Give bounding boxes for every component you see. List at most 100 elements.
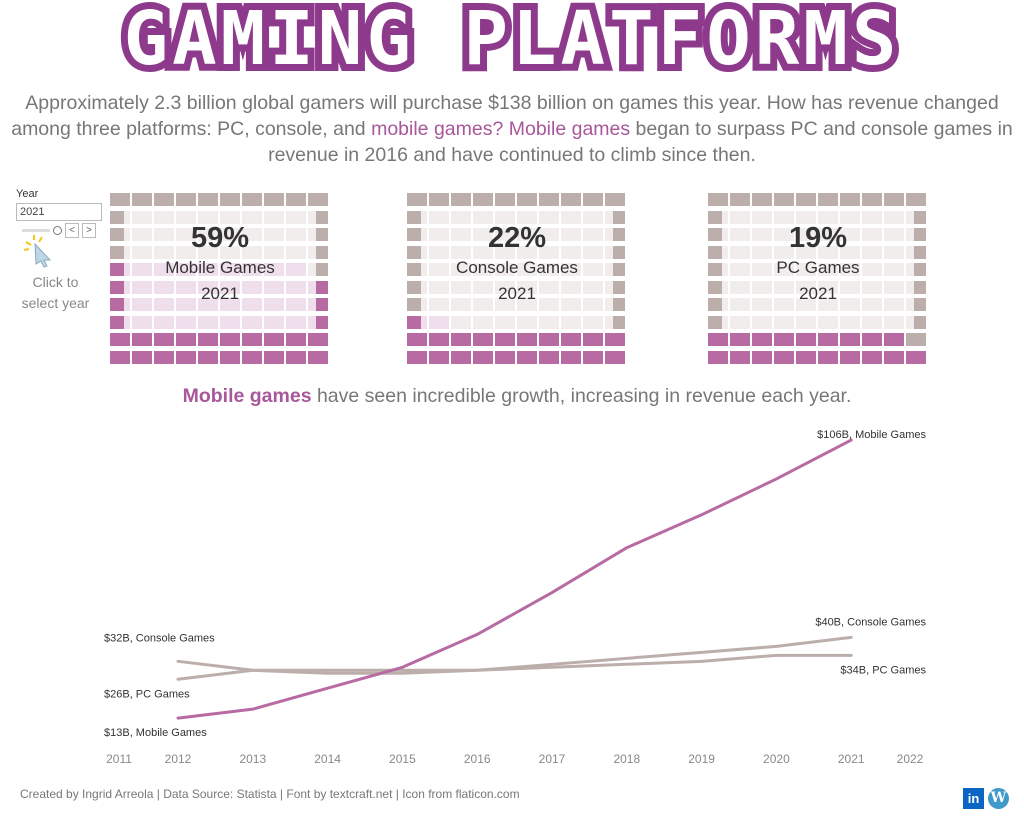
waffle-cell <box>517 333 537 346</box>
waffle-cell <box>451 333 471 346</box>
waffle-cell <box>840 333 860 346</box>
waffle-label-backdrop <box>722 211 914 333</box>
waffle-cell <box>818 193 838 206</box>
waffle-cell <box>862 333 882 346</box>
waffle-cell <box>451 193 471 206</box>
waffle-cell <box>473 333 493 346</box>
start-data-label: $13B, Mobile Games <box>104 727 207 739</box>
waffle-year: 2021 <box>799 284 837 303</box>
waffle-cell <box>561 193 581 206</box>
waffle-cell <box>220 350 240 364</box>
wordpress-icon[interactable]: W <box>988 788 1009 809</box>
waffle-cell <box>561 350 581 364</box>
waffle-cell <box>818 333 838 346</box>
waffle-cell <box>840 193 860 206</box>
waffle-cell <box>884 350 904 364</box>
series-line-mobile-games <box>176 438 853 720</box>
x-tick-label: 2013 <box>239 752 266 766</box>
waffle-cell <box>495 333 515 346</box>
waffle-cell <box>132 350 152 364</box>
waffle-category: Console Games <box>456 258 578 277</box>
waffle-mobile-games: 59% Mobile Games 2021 <box>110 193 330 365</box>
waffle-cell <box>818 350 838 364</box>
waffle-year: 2021 <box>498 284 536 303</box>
waffle-cell <box>906 193 926 206</box>
waffle-cell <box>539 193 559 206</box>
end-data-label: $106B, Mobile Games <box>817 429 926 441</box>
waffle-cell <box>906 333 926 346</box>
waffle-cell <box>407 350 427 364</box>
waffle-cell <box>286 333 306 346</box>
waffle-cell <box>517 193 537 206</box>
waffle-cell <box>752 333 772 346</box>
select-year-hint: Click to select year <box>21 274 90 311</box>
waffle-cell <box>517 350 537 364</box>
intro-part: Approximately 2.3 billion global gamers … <box>11 92 999 140</box>
start-data-label: $32B, Console Games <box>104 632 215 644</box>
next-year-button[interactable]: > <box>82 223 96 238</box>
waffle-cell <box>308 350 328 364</box>
waffle-pc-games: 19% PC Games 2021 <box>708 193 928 365</box>
waffle-cell <box>840 350 860 364</box>
waffle-cell <box>539 350 559 364</box>
waffle-cell <box>242 333 262 346</box>
waffle-cell <box>605 350 625 364</box>
waffle-cell <box>708 193 728 206</box>
waffle-category: Mobile Games <box>165 258 275 277</box>
waffle-cell <box>110 350 130 364</box>
waffle-cell <box>176 193 196 206</box>
waffle-cell <box>862 193 882 206</box>
title-text: GAMING PLATFORMS <box>124 0 901 80</box>
waffle-cell <box>308 333 328 346</box>
waffle-year: 2021 <box>201 284 239 303</box>
waffle-cell <box>583 350 603 364</box>
waffle-label: 19% PC Games 2021 <box>708 221 928 307</box>
waffle-cell <box>220 333 240 346</box>
intro-part: began to surpass PC and console games in… <box>268 118 1013 166</box>
intro-text: Approximately 2.3 billion global gamers … <box>10 90 1014 168</box>
waffle-cell <box>132 333 152 346</box>
subhead-highlight: Mobile games <box>182 385 312 407</box>
linkedin-icon[interactable]: in <box>963 788 984 809</box>
waffle-label: 59% Mobile Games 2021 <box>110 221 330 307</box>
end-data-label: $34B, PC Games <box>840 664 926 676</box>
year-slider[interactable] <box>22 229 50 232</box>
year-input[interactable] <box>16 203 102 221</box>
waffle-cell <box>110 333 130 346</box>
x-tick-label: 2014 <box>314 752 341 766</box>
x-tick-label: 2012 <box>165 752 192 766</box>
year-filter-label: Year <box>16 188 39 200</box>
waffle-cell <box>220 193 240 206</box>
waffle-cell <box>308 193 328 206</box>
cursor-click-icon <box>23 235 52 268</box>
waffle-cell <box>495 350 515 364</box>
waffle-cell <box>884 333 904 346</box>
x-tick-label: 2016 <box>464 752 491 766</box>
waffle-label-backdrop <box>124 211 316 333</box>
waffle-console-games: 22% Console Games 2021 <box>407 193 627 365</box>
waffle-cell <box>451 350 471 364</box>
waffle-cell <box>605 193 625 206</box>
x-tick-label: 2019 <box>688 752 715 766</box>
waffle-cell <box>110 193 130 206</box>
footer-credits: Created by Ingrid Arreola | Data Source:… <box>20 787 520 801</box>
x-tick-label: 2021 <box>838 752 865 766</box>
waffle-cell <box>286 350 306 364</box>
end-data-label: $40B, Console Games <box>815 616 926 628</box>
intro-highlight: mobile games? <box>371 118 504 140</box>
prev-year-button[interactable]: < <box>65 223 79 238</box>
waffle-cell <box>264 333 284 346</box>
waffle-label: 22% Console Games 2021 <box>407 221 627 307</box>
slider-handle[interactable] <box>53 226 62 235</box>
waffle-cell <box>583 333 603 346</box>
waffle-cell <box>264 350 284 364</box>
waffle-cell <box>730 333 750 346</box>
waffle-percent: 59% <box>190 222 250 254</box>
waffle-cell <box>264 193 284 206</box>
waffle-cell <box>752 193 772 206</box>
waffle-cell <box>906 350 926 364</box>
waffle-cell <box>286 193 306 206</box>
waffle-cell <box>198 350 218 364</box>
waffle-cell <box>154 193 174 206</box>
waffle-cell <box>561 333 581 346</box>
